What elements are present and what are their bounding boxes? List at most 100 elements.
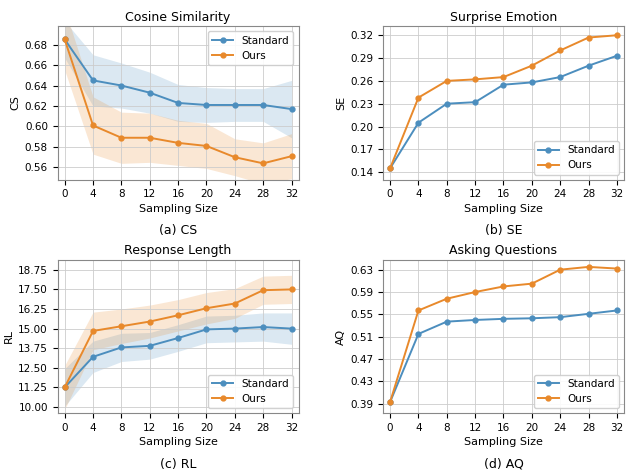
Ours xyxy=(203,305,211,311)
Ours xyxy=(146,135,154,141)
Y-axis label: AQ: AQ xyxy=(336,328,346,344)
Ours xyxy=(528,281,536,286)
Title: Cosine Similarity: Cosine Similarity xyxy=(125,10,231,24)
Ours xyxy=(118,135,125,141)
Y-axis label: SE: SE xyxy=(336,96,346,110)
Ours xyxy=(500,74,508,80)
Standard xyxy=(118,83,125,88)
Standard xyxy=(118,344,125,350)
Standard xyxy=(471,317,479,323)
Line: Standard: Standard xyxy=(62,324,294,390)
Standard xyxy=(288,106,296,112)
Line: Ours: Ours xyxy=(388,265,620,405)
Line: Ours: Ours xyxy=(62,37,294,166)
Ours xyxy=(443,296,451,302)
Y-axis label: RL: RL xyxy=(4,330,14,343)
Ours xyxy=(259,161,267,166)
Ours xyxy=(613,266,621,271)
Standard xyxy=(613,308,621,314)
Y-axis label: CS: CS xyxy=(11,95,20,110)
Standard xyxy=(259,102,267,108)
Standard xyxy=(61,385,68,390)
Title: Asking Questions: Asking Questions xyxy=(449,244,557,257)
Standard xyxy=(174,100,182,106)
Standard xyxy=(415,331,422,337)
Text: (a) CS: (a) CS xyxy=(159,224,197,237)
Ours xyxy=(146,319,154,324)
Ours xyxy=(259,287,267,293)
Legend: Standard, Ours: Standard, Ours xyxy=(534,141,619,174)
Ours xyxy=(89,328,97,334)
Standard xyxy=(386,165,394,171)
Ours xyxy=(471,76,479,82)
Title: Response Length: Response Length xyxy=(125,244,232,257)
X-axis label: Sampling Size: Sampling Size xyxy=(464,437,543,447)
Ours xyxy=(443,78,451,84)
Standard xyxy=(443,101,451,106)
Ours xyxy=(231,301,239,306)
Ours xyxy=(613,32,621,38)
Standard xyxy=(61,37,68,42)
Ours xyxy=(471,289,479,295)
Ours xyxy=(174,140,182,146)
Ours xyxy=(585,35,593,40)
Standard xyxy=(556,74,564,80)
Standard xyxy=(585,63,593,68)
Text: (d) AQ: (d) AQ xyxy=(484,458,524,471)
Standard xyxy=(386,399,394,405)
Line: Standard: Standard xyxy=(388,53,620,171)
Standard xyxy=(146,343,154,349)
Ours xyxy=(61,37,68,42)
Line: Standard: Standard xyxy=(388,308,620,405)
Legend: Standard, Ours: Standard, Ours xyxy=(534,374,619,408)
Ours xyxy=(288,286,296,292)
Standard xyxy=(556,314,564,320)
Ours xyxy=(174,313,182,318)
Ours xyxy=(231,154,239,160)
Standard xyxy=(174,335,182,341)
Standard xyxy=(500,82,508,87)
Ours xyxy=(415,308,422,314)
Text: (b) SE: (b) SE xyxy=(484,224,522,237)
Standard xyxy=(443,319,451,324)
Standard xyxy=(613,53,621,58)
Text: (c) RL: (c) RL xyxy=(160,458,196,471)
Standard xyxy=(89,354,97,360)
Standard xyxy=(415,120,422,125)
Legend: Standard, Ours: Standard, Ours xyxy=(208,374,293,408)
Ours xyxy=(61,385,68,390)
Ours xyxy=(288,153,296,159)
Legend: Standard, Ours: Standard, Ours xyxy=(208,31,293,65)
Standard xyxy=(146,90,154,95)
X-axis label: Sampling Size: Sampling Size xyxy=(464,204,543,214)
Standard xyxy=(585,311,593,317)
Title: Surprise Emotion: Surprise Emotion xyxy=(450,10,557,24)
Ours xyxy=(89,123,97,128)
Standard xyxy=(288,326,296,332)
Standard xyxy=(231,102,239,108)
Standard xyxy=(528,79,536,85)
Ours xyxy=(118,323,125,329)
Standard xyxy=(259,324,267,330)
Ours xyxy=(386,399,394,405)
Standard xyxy=(471,99,479,105)
Ours xyxy=(500,284,508,289)
Standard xyxy=(203,326,211,332)
Standard xyxy=(231,326,239,332)
Line: Ours: Ours xyxy=(388,33,620,171)
X-axis label: Sampling Size: Sampling Size xyxy=(139,437,218,447)
Ours xyxy=(556,267,564,273)
X-axis label: Sampling Size: Sampling Size xyxy=(139,204,218,214)
Standard xyxy=(528,315,536,321)
Ours xyxy=(415,95,422,100)
Standard xyxy=(203,102,211,108)
Ours xyxy=(528,63,536,68)
Standard xyxy=(500,316,508,322)
Ours xyxy=(556,48,564,53)
Ours xyxy=(585,264,593,270)
Ours xyxy=(386,165,394,171)
Ours xyxy=(203,143,211,149)
Standard xyxy=(89,77,97,83)
Line: Standard: Standard xyxy=(62,37,294,112)
Line: Ours: Ours xyxy=(62,287,294,390)
